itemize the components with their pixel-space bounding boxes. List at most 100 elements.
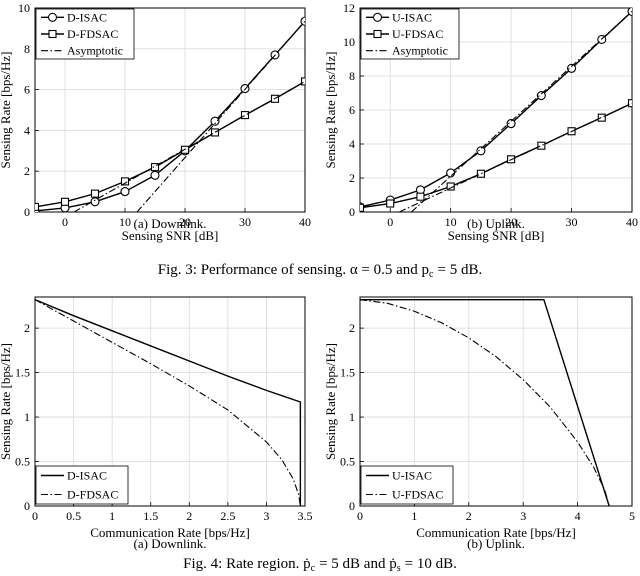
y-tick-label: 4 <box>349 137 355 151</box>
x-tick-label: 2 <box>186 509 192 523</box>
x-tick-label: 4 <box>575 509 581 523</box>
chart-uplink-sensing: 0 10 20 30 40 0 2 4 6 8 10 12 Sensing SNR [dB] Sensin… <box>323 1 638 243</box>
data-point <box>537 141 546 150</box>
data-point <box>446 168 456 178</box>
data-point <box>90 189 100 198</box>
figure3-caption: Fig. 3: Performance of sensing. α = 0.5 … <box>158 262 482 280</box>
subfigure-caption: (a) Downlink. <box>134 536 207 551</box>
series-d-isac <box>35 299 302 506</box>
plot-area <box>35 299 302 506</box>
y-tick-label: 4 <box>24 123 30 137</box>
y-axis-label: Sensing Rate [bps/Hz] <box>323 52 338 169</box>
series-line <box>35 20 305 212</box>
series-line <box>35 80 305 208</box>
series-line <box>136 20 305 212</box>
legend-label: U-FDSAC <box>392 27 443 41</box>
subfigure-caption: (b) Uplink. <box>467 536 525 551</box>
legend-label: D-FDSAC <box>67 488 118 502</box>
y-axis-label: Sensing Rate [bps/Hz] <box>323 343 338 460</box>
data-point <box>536 91 546 101</box>
series-line <box>35 299 302 506</box>
series-line <box>73 80 305 212</box>
series-asymptotic <box>399 10 632 212</box>
x-tick-label: 30 <box>566 215 578 229</box>
legend-label: U-FDSAC <box>392 488 443 502</box>
y-tick-label: 8 <box>24 42 30 56</box>
axes-box <box>359 296 633 507</box>
x-tick-label: 3 <box>520 509 526 523</box>
x-tick-label: 40 <box>299 215 311 229</box>
x-tick-label: 10 <box>119 215 131 229</box>
figure3-caption-sub: c <box>429 269 434 280</box>
data-point <box>597 113 606 122</box>
data-point <box>300 77 305 86</box>
x-tick-label: 0 <box>387 215 393 229</box>
data-point <box>476 169 485 178</box>
x-tick-label: 3.5 <box>298 509 313 523</box>
data-point <box>627 8 632 16</box>
series-line <box>360 299 610 506</box>
y-tick-label: 12 <box>343 1 355 15</box>
y-tick-label: 1.5 <box>340 366 355 380</box>
y-tick-label: 0 <box>349 205 355 219</box>
x-tick-label: 3 <box>263 509 269 523</box>
figure4-caption-tail: = 10 dB. <box>405 556 457 572</box>
legend-box <box>360 465 454 505</box>
x-tick-label: 2 <box>466 509 472 523</box>
x-tick-label: 40 <box>626 215 638 229</box>
plot-area <box>35 16 305 212</box>
legend-marker <box>373 29 382 39</box>
legend-box <box>35 465 129 505</box>
legend: D-ISAC D-FDSAC Asymptotic <box>35 8 135 60</box>
y-tick-label: 10 <box>343 35 355 49</box>
x-tick-label: 0 <box>32 509 38 523</box>
y-tick-label: 2 <box>24 164 30 178</box>
plot-area <box>360 298 610 506</box>
figure4-caption-sub2: s <box>397 563 401 574</box>
series-line <box>360 298 610 506</box>
x-tick-label: 1 <box>109 509 115 523</box>
x-tick-label: 20 <box>505 215 517 229</box>
series-d-fdsac <box>35 299 301 506</box>
x-tick-label: 20 <box>179 215 191 229</box>
data-point <box>300 16 305 26</box>
x-tick-label: 5 <box>629 509 635 523</box>
legend: U-ISAC U-FDSAC Asymptotic <box>360 8 460 60</box>
y-tick-label: 10 <box>18 1 30 15</box>
x-axis-label: Sensing SNR [dB] <box>448 228 545 243</box>
y-tick-label: 0 <box>349 499 355 513</box>
legend-label: U-ISAC <box>392 469 432 483</box>
data-point <box>416 192 425 201</box>
data-point <box>35 202 40 211</box>
legend-label: D-FDSAC <box>67 27 118 41</box>
y-tick-label: 2 <box>349 321 355 335</box>
x-axis-label: Sensing SNR [dB] <box>122 228 219 243</box>
axes-box <box>34 296 306 507</box>
y-axis-label: Sensing Rate [bps/Hz] <box>0 343 13 460</box>
x-tick-label: 10 <box>445 215 457 229</box>
plot-area <box>360 8 632 212</box>
series-d-fdsac <box>35 77 305 211</box>
y-tick-label: 6 <box>24 83 30 97</box>
y-tick-label: 6 <box>349 103 355 117</box>
subfigure-caption: (a) Downlink. <box>134 216 207 231</box>
x-tick-label: 0 <box>357 509 363 523</box>
data-point <box>150 170 160 180</box>
series-line <box>411 10 632 212</box>
series-line <box>360 102 632 209</box>
series-u-fdsac <box>360 99 632 212</box>
data-point <box>240 111 250 120</box>
series-asymptotic <box>73 20 305 212</box>
y-tick-label: 0.5 <box>340 455 355 469</box>
legend: D-ISAC D-FDSAC <box>35 465 129 505</box>
y-tick-label: 2 <box>349 171 355 185</box>
x-tick-label: 1 <box>411 509 417 523</box>
legend-label: D-ISAC <box>67 469 107 483</box>
legend-label: D-ISAC <box>67 10 107 24</box>
y-tick-label: 1 <box>349 410 355 424</box>
legend-label: U-ISAC <box>392 10 432 24</box>
series-line <box>399 102 632 212</box>
figure3-caption-tail: = 5 dB. <box>438 262 483 278</box>
series-line <box>35 299 301 506</box>
legend: U-ISAC U-FDSAC <box>360 465 454 505</box>
